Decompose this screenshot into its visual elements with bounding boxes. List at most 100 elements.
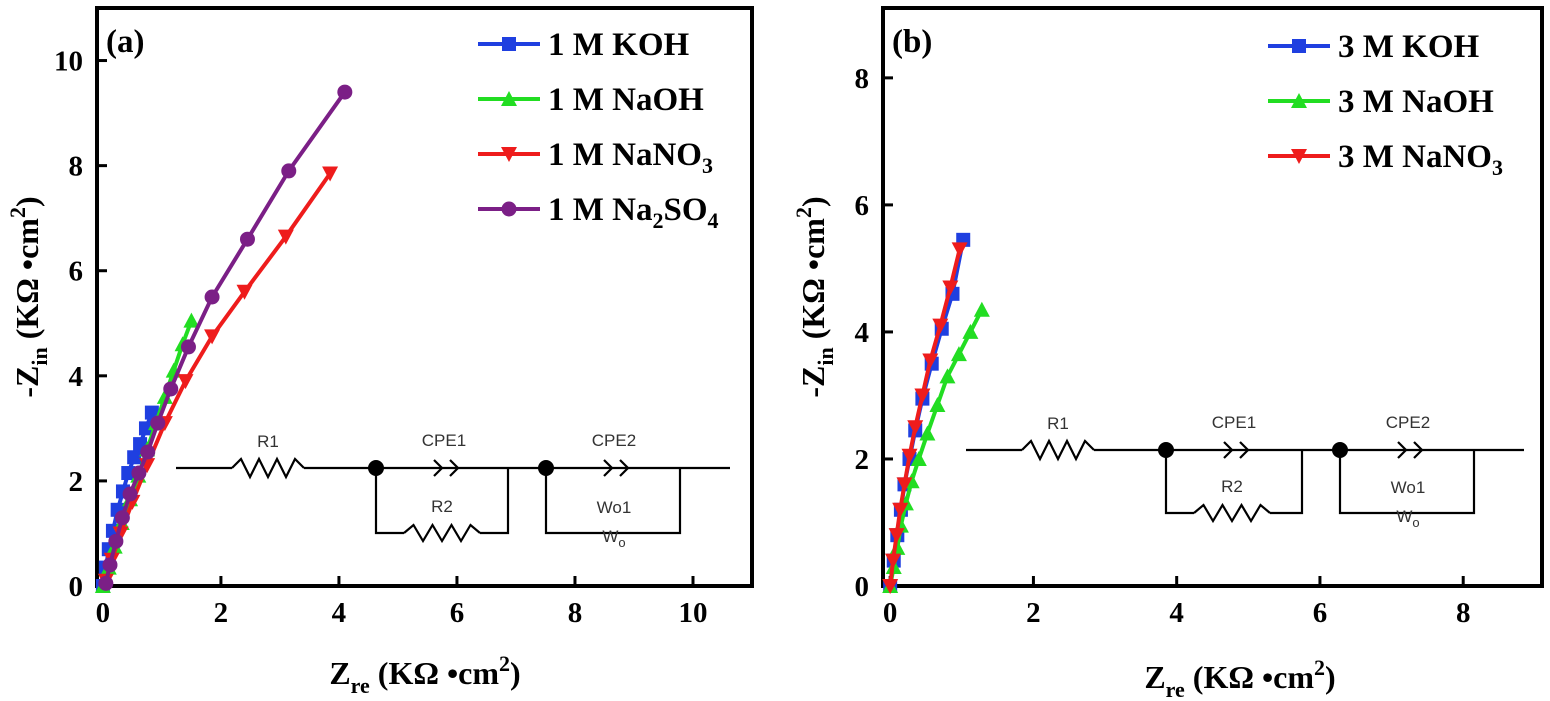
data-point xyxy=(140,444,156,460)
legend-b: 3 M KOH 3 M NaOH 3 M NaNO3 xyxy=(1268,29,1503,180)
legend-entry: 1 M KOH xyxy=(548,27,689,63)
data-point xyxy=(919,425,936,441)
circuit-wire xyxy=(374,468,404,535)
resistor-r2 xyxy=(1193,502,1271,524)
circuit-label-r1: R1 xyxy=(257,432,279,451)
data-point xyxy=(882,579,899,594)
x-tick-label: 6 xyxy=(1313,597,1328,629)
data-point xyxy=(337,84,353,100)
resistor-r1 xyxy=(1021,438,1095,462)
equivalent-circuit-a: R1 CPE1 CPE2 R2 Wo1 Wo xyxy=(176,431,730,550)
y-tick-label: 2 xyxy=(855,444,870,476)
series-layer-a xyxy=(94,84,353,593)
data-point xyxy=(156,388,173,404)
circuit-label-cpe1: CPE1 xyxy=(422,431,466,450)
data-point xyxy=(239,231,255,247)
junction-dot xyxy=(368,460,384,476)
series-2 xyxy=(882,242,968,594)
panel-label-a: (a) xyxy=(106,24,144,60)
data-point xyxy=(180,339,196,355)
cpe1-symbol xyxy=(433,459,460,477)
x-tick-label: 6 xyxy=(450,597,465,629)
data-point xyxy=(98,575,114,591)
junction-dot xyxy=(538,460,554,476)
y-axis-title-a: -Zin (KΩ •cm2) xyxy=(5,196,52,397)
y-tick-label: 2 xyxy=(69,466,84,498)
y-tick-label: 6 xyxy=(855,190,870,222)
data-point xyxy=(962,323,979,339)
x-tick-label: 10 xyxy=(678,597,707,629)
data-point xyxy=(281,163,297,179)
data-point xyxy=(885,553,902,569)
x-tick-label: 4 xyxy=(332,597,347,629)
panel-b: (b) 0 2 4 6 8 0 2 4 6 8 R1 CPE1 CPE2 R2 Wo1 Wo 3 M KOH… xyxy=(791,6,1544,701)
ticks-b: 0 2 4 6 8 0 2 4 6 8 xyxy=(855,63,1471,629)
circuit-label-cpe1: CPE1 xyxy=(1212,413,1256,432)
data-point xyxy=(138,421,153,436)
circuit-label-cpe2: CPE2 xyxy=(592,431,636,450)
data-point xyxy=(114,510,130,526)
series-3 xyxy=(98,84,353,591)
panel-label-b: (b) xyxy=(892,24,932,60)
y-tick-label: 0 xyxy=(69,571,84,603)
circuit-label-cpe2: CPE2 xyxy=(1386,413,1430,432)
data-point xyxy=(910,450,927,466)
circuit-label-wo1: Wo1 xyxy=(1391,478,1426,497)
y-tick-label: 6 xyxy=(69,256,84,288)
series-layer-b xyxy=(882,232,990,594)
legend-marker xyxy=(502,37,516,51)
warburg-symbol: Wo xyxy=(602,527,625,550)
data-point xyxy=(901,448,918,464)
circuit-label-r2: R2 xyxy=(431,497,453,516)
data-point xyxy=(951,242,968,258)
ticks-a: 0 2 4 6 8 10 0 2 4 6 8 10 xyxy=(54,46,707,629)
data-point xyxy=(973,301,990,317)
series-line xyxy=(103,90,347,584)
data-point xyxy=(950,346,967,362)
legend-entry: 1 M NaOH xyxy=(548,82,704,118)
data-point xyxy=(204,289,220,305)
x-tick-label: 0 xyxy=(96,597,111,629)
x-tick-label: 8 xyxy=(568,597,583,629)
circuit-label-r1: R1 xyxy=(1047,414,1069,433)
data-point xyxy=(896,477,913,493)
data-point xyxy=(121,466,136,481)
data-point xyxy=(929,396,946,412)
data-point xyxy=(131,465,147,481)
y-tick-label: 8 xyxy=(855,63,870,95)
x-axis-title-a: Zre (KΩ •cm2) xyxy=(329,651,520,698)
y-tick-label: 0 xyxy=(855,571,870,603)
warburg-symbol: Wo xyxy=(1396,507,1419,530)
junction-dot xyxy=(1332,442,1348,458)
data-point xyxy=(112,526,129,542)
legend-entry: 1 M Na2SO4 xyxy=(548,192,719,233)
legend-entry: 3 M NaOH xyxy=(1338,84,1494,120)
plot-frame-a xyxy=(95,6,754,588)
data-point xyxy=(939,368,956,384)
data-point xyxy=(108,533,124,549)
cpe2-symbol xyxy=(603,459,630,477)
y-axis-title-b: -Zin (KΩ •cm2) xyxy=(791,196,838,397)
data-point xyxy=(183,312,200,328)
data-point xyxy=(892,502,909,518)
plot-frame-b xyxy=(881,6,1544,588)
series-2 xyxy=(97,166,339,589)
junction-dot xyxy=(1158,442,1174,458)
equivalent-circuit-b: R1 CPE1 CPE2 R2 Wo1 Wo xyxy=(966,413,1524,530)
cpe2-symbol xyxy=(1397,441,1424,459)
x-tick-label: 2 xyxy=(1026,597,1041,629)
data-point xyxy=(150,415,166,431)
data-point xyxy=(122,486,138,502)
circuit-wire xyxy=(1164,450,1194,515)
circuit-label-wo1: Wo1 xyxy=(597,498,632,517)
data-point xyxy=(127,450,142,465)
data-point xyxy=(204,329,221,345)
data-point xyxy=(102,557,118,573)
x-tick-label: 2 xyxy=(214,597,229,629)
data-point xyxy=(177,374,194,390)
resistor-r1 xyxy=(231,456,305,480)
legend-entry: 3 M KOH xyxy=(1338,29,1479,65)
panel-a: (a) 0 2 4 6 8 10 0 2 4 6 8 10 R1 CPE1 CPE2 R2 Wo1 Wo 1 M… xyxy=(5,6,754,698)
circuit-wire xyxy=(1270,450,1304,515)
data-point xyxy=(942,280,959,296)
